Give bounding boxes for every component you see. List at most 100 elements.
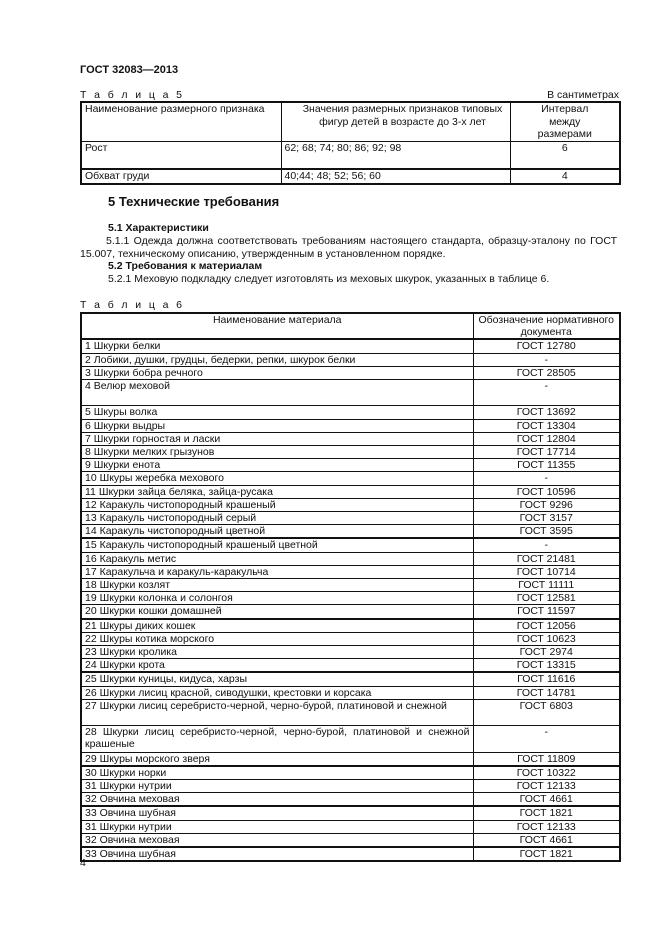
table6-row: 30 Шкурки норки ГОСТ 10322 — [80, 764, 621, 781]
table6-row: 12 Каракуль чистопородный крашеный ГОСТ 9… — [80, 497, 621, 513]
table6-row: 33 Овчина шубная ГОСТ 1821 — [80, 805, 621, 821]
table5-cell-values: 40;44; 48; 52; 56; 60 — [280, 168, 511, 184]
table6-header-material: Наименование материала — [80, 312, 474, 340]
table6-cell-material: 32 Овчина меховая — [80, 792, 474, 807]
table5-row: Обхват груди 40;44; 48; 52; 56; 60 4 — [80, 168, 621, 184]
table6-cell-material: 33 Овчина шубная — [80, 805, 474, 821]
table6-row: 7 Шкурки горностая и ласки ГОСТ 12804 — [80, 431, 621, 447]
table6-cell-document: ГОСТ 2974 — [472, 645, 621, 660]
paragraph-5-1-1: 5.1.1 Одежда должна соответствовать треб… — [80, 235, 617, 260]
table6-cell-material: 31 Шкурки нутрии — [80, 779, 474, 794]
table6-cell-document: ГОСТ 11355 — [472, 458, 621, 473]
table6-cell-material: 16 Каракуль метис — [80, 551, 474, 566]
table6-cell-document: ГОСТ 6803 — [472, 698, 621, 727]
table6-row: 19 Шкурки колонка и солонгоя ГОСТ 12581 — [80, 591, 621, 606]
table6-cell-document: ГОСТ 4661 — [472, 832, 621, 848]
table6-cell-document: ГОСТ 28505 — [472, 365, 621, 381]
table6-cell-document: ГОСТ 14781 — [472, 685, 621, 700]
table6-row: 20 Шкурки кошки домашней ГОСТ 11597 — [80, 604, 621, 620]
table6-cell-material: 1 Шкурки белки — [80, 338, 474, 354]
table6-cell-material: 4 Велюр меховой — [80, 379, 474, 407]
table6-cell-material: 29 Шкуры морского зверя — [80, 751, 474, 767]
table6-cell-document: ГОСТ 11616 — [472, 671, 621, 687]
table6-cell-material: 33 Овчина шубная — [80, 846, 474, 862]
table6-cell-document: ГОСТ 10623 — [472, 631, 621, 647]
table6-caption: Т а б л и ц а 6 — [80, 299, 185, 311]
table6-row: 13 Каракуль чистопородный серый ГОСТ 3157 — [80, 511, 621, 526]
subsection-5-2-title: 5.2 Требования к материалам — [108, 260, 263, 272]
table5-cell-values: 62; 68; 74; 80; 86; 92; 98 — [280, 140, 511, 170]
table6-cell-material: 13 Каракуль чистопородный серый — [80, 511, 474, 526]
table6-cell-document: ГОСТ 1821 — [472, 805, 621, 821]
table6-cell-material: 7 Шкурки горностая и ласки — [80, 431, 474, 447]
table6-row: 22 Шкуры котика морского ГОСТ 10623 — [80, 631, 621, 647]
table6-cell-document: ГОСТ 1821 — [472, 846, 621, 862]
table6-cell-material: 23 Шкурки кролика — [80, 645, 474, 660]
table6-row: 16 Каракуль метис ГОСТ 21481 — [80, 551, 621, 566]
table6-header-document: Обозначение нормативного документа — [472, 312, 621, 340]
subsection-5-1-title: 5.1 Характеристики — [108, 222, 209, 234]
table6-cell-document: - — [472, 352, 621, 367]
table6-cell-document: ГОСТ 13304 — [472, 418, 621, 433]
table6-cell-material: 26 Шкурки лисиц красной, сиводушки, крес… — [80, 685, 474, 700]
table6-cell-document: - — [472, 379, 621, 407]
table6-row: 4 Велюр меховой - — [80, 379, 621, 407]
table6-cell-document: ГОСТ 12804 — [472, 431, 621, 447]
table6-row: 2 Лобики, душки, грудцы, бедерки, репки,… — [80, 352, 621, 367]
table6-cell-document: ГОСТ 10322 — [472, 764, 621, 781]
table6-cell-document: ГОСТ 11597 — [472, 604, 621, 620]
table6-cell-document: ГОСТ 11111 — [472, 578, 621, 593]
table6-cell-document: ГОСТ 13315 — [472, 658, 621, 673]
table6-cell-document: ГОСТ 3157 — [472, 511, 621, 526]
table6-cell-document: ГОСТ 12056 — [472, 617, 621, 633]
table6-row: 32 Овчина меховая ГОСТ 4661 — [80, 832, 621, 848]
table6-cell-document: - — [472, 725, 621, 753]
table6-row: 17 Каракульча и каракуль-каракульча ГОСТ … — [80, 564, 621, 580]
table6-cell-material: 10 Шкуры жеребка мехового — [80, 471, 474, 486]
table6-cell-material: 31 Шкурки нутрии — [80, 819, 474, 834]
table5-cell-interval: 4 — [509, 168, 621, 184]
table6-cell-document: ГОСТ 12133 — [472, 819, 621, 834]
table6-cell-material: 17 Каракульча и каракуль-каракульча — [80, 564, 474, 580]
table6-cell-material: 11 Шкурки зайца беляка, зайца-русака — [80, 484, 474, 499]
table5-cell-name: Обхват груди — [80, 168, 282, 184]
table6-cell-material: 19 Шкурки колонка и солонгоя — [80, 591, 474, 606]
table6-cell-document: - — [472, 537, 621, 553]
table6-cell-material: 8 Шкурки мелких грызунов — [80, 445, 474, 460]
table5-cell-name: Рост — [80, 140, 282, 170]
table6-cell-material: 20 Шкурки кошки домашней — [80, 604, 474, 620]
page-number: 4 — [80, 857, 86, 869]
table6-cell-material: 15 Каракуль чистопородный крашеный цветн… — [80, 537, 474, 553]
table6-row: 14 Каракуль чистопородный цветной ГОСТ 35… — [80, 524, 621, 539]
table5-header-values: Значения размерных признаков типовых фиг… — [280, 101, 511, 142]
table6-cell-document: ГОСТ 17714 — [472, 445, 621, 460]
table6-cell-material: 22 Шкуры котика морского — [80, 631, 474, 647]
table6-row: 28 Шкурки лисиц серебристо-черной, черно… — [80, 725, 621, 753]
table5-row: Рост 62; 68; 74; 80; 86; 92; 98 6 — [80, 140, 621, 170]
table6-cell-document: ГОСТ 9296 — [472, 497, 621, 513]
table6-row: 6 Шкурки выдры ГОСТ 13304 — [80, 418, 621, 433]
table6-row: 25 Шкурки куницы, кидуса, харзы ГОСТ 1161… — [80, 671, 621, 687]
table6-cell-document: ГОСТ 21481 — [472, 551, 621, 566]
table6-cell-material: 21 Шкуры диких кошек — [80, 617, 474, 633]
table6-row: 11 Шкурки зайца беляка, зайца-русака ГОСТ… — [80, 484, 621, 499]
table6-row: 3 Шкурки бобра речного ГОСТ 28505 — [80, 365, 621, 381]
table6-cell-document: ГОСТ 11809 — [472, 751, 621, 767]
table6-cell-document: ГОСТ 3595 — [472, 524, 621, 539]
table6-cell-material: 14 Каракуль чистопородный цветной — [80, 524, 474, 539]
table6-cell-material: 2 Лобики, душки, грудцы, бедерки, репки,… — [80, 352, 474, 367]
table6-cell-material: 27 Шкурки лисиц серебристо-черной, черно… — [80, 698, 474, 727]
table5-caption: Т а б л и ц а 5 — [80, 89, 185, 101]
table6-cell-material: 6 Шкурки выдры — [80, 418, 474, 433]
table6-cell-document: ГОСТ 10596 — [472, 484, 621, 499]
table6-cell-material: 24 Шкурки крота — [80, 658, 474, 673]
paragraph-5-2-1: 5.2.1 Меховую подкладку следует изготовл… — [108, 273, 550, 285]
table6-row: 32 Овчина меховая ГОСТ 4661 — [80, 792, 621, 807]
table6-row: 10 Шкуры жеребка мехового - — [80, 471, 621, 486]
table6-row: 26 Шкурки лисиц красной, сиводушки, крес… — [80, 685, 621, 700]
table6-row: 31 Шкурки нутрии ГОСТ 12133 — [80, 819, 621, 834]
table6-cell-material: 9 Шкурки енота — [80, 458, 474, 473]
table6-row: 24 Шкурки крота ГОСТ 13315 — [80, 658, 621, 673]
table6-row: 15 Каракуль чистопородный крашеный цветн… — [80, 537, 621, 553]
table5-header-interval: Интервал между размерами — [509, 101, 621, 142]
